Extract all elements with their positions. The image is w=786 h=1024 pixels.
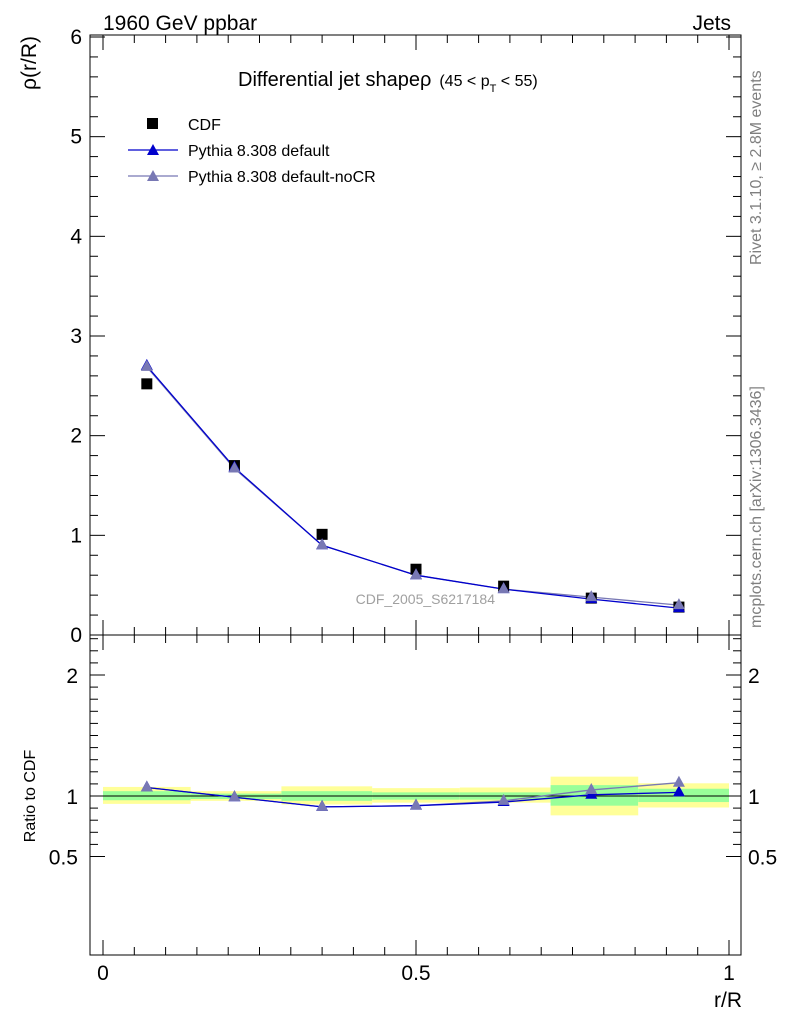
ratio-y-tick-label-right: 1: [748, 786, 760, 809]
main-y-tick-label: 4: [70, 225, 82, 248]
main-y-axis-label: ρ(r/R): [18, 36, 41, 90]
ratio-y-tick-label: 2: [66, 665, 78, 688]
x-tick-label: 0.5: [401, 962, 430, 985]
x-axis-label: r/R: [714, 989, 742, 1012]
main-y-tick-label: 0: [70, 624, 82, 647]
cdf-data-point: [317, 529, 328, 540]
title-range-post: < 55): [496, 73, 537, 90]
ratio-y-tick-label-right: 0.5: [748, 847, 777, 870]
ratio-x-ticks: 00.51: [97, 635, 735, 985]
main-y-tick-label: 3: [70, 325, 82, 348]
pythia-nocr-point: [141, 360, 153, 371]
main-plot-panel: 0 1 2 3 4 5 6 ρ(r/R) CDF_2005_S6217184 Differe…: [18, 26, 741, 647]
main-y-tick-label: 5: [70, 126, 82, 149]
ratio-y-tick-label-right: 2: [748, 665, 760, 688]
legend-label-pythia-nocr: Pythia 8.308 default-noCR: [188, 169, 376, 186]
legend-label-cdf: CDF: [188, 117, 221, 134]
title-main: Differential jet shapeρ: [238, 69, 431, 91]
title-range-pre: (45 < p: [439, 73, 489, 90]
ratio-plot-panel: 0.50.51122 00.51 Ratio to CDF r/R: [22, 635, 777, 1012]
cdf-data-point: [141, 378, 152, 389]
ratio-y-ticks: 0.5 0.5 1 1 2 2: [49, 639, 777, 870]
legend-label-pythia-default: Pythia 8.308 default: [188, 143, 330, 160]
main-title: Differential jet shapeρ(45 < pT < 55): [238, 69, 538, 95]
legend-marker-cdf: [147, 118, 158, 129]
header-energy-label: 1960 GeV ppbar: [103, 12, 257, 35]
ratio-y-tick-label: 0.5: [49, 847, 78, 870]
x-tick-label: 1: [723, 962, 735, 985]
watermark-label: CDF_2005_S6217184: [356, 591, 496, 607]
ratio-y-axis-label: Ratio to CDF: [22, 750, 39, 843]
ratio-pythia-nocr-point: [141, 781, 153, 792]
header-process-label: Jets: [692, 12, 731, 35]
main-y-tick-label: 6: [70, 26, 82, 49]
rivet-version-label: Rivet 3.1.10, ≥ 2.8M events: [748, 70, 765, 265]
legend: CDF Pythia 8.308 default Pythia 8.308 de…: [128, 117, 376, 186]
main-series-group: [141, 359, 685, 613]
main-y-tick-label: 1: [70, 524, 82, 547]
pythia-nocr-point: [316, 538, 328, 549]
ratio-y-tick-label: 1: [66, 786, 78, 809]
svg-text:Differential jet shapeρ(45 < p: Differential jet shapeρ(45 < pT < 55): [238, 69, 538, 95]
mcplots-label: mcplots.cern.ch [arXiv:1306.3436]: [748, 386, 765, 628]
main-y-ticks: 0 1 2 3 4 5 6: [70, 26, 741, 647]
ratio-pythia-nocr-point: [673, 776, 685, 787]
x-tick-label: 0: [97, 962, 109, 985]
main-y-tick-label: 2: [70, 425, 82, 448]
